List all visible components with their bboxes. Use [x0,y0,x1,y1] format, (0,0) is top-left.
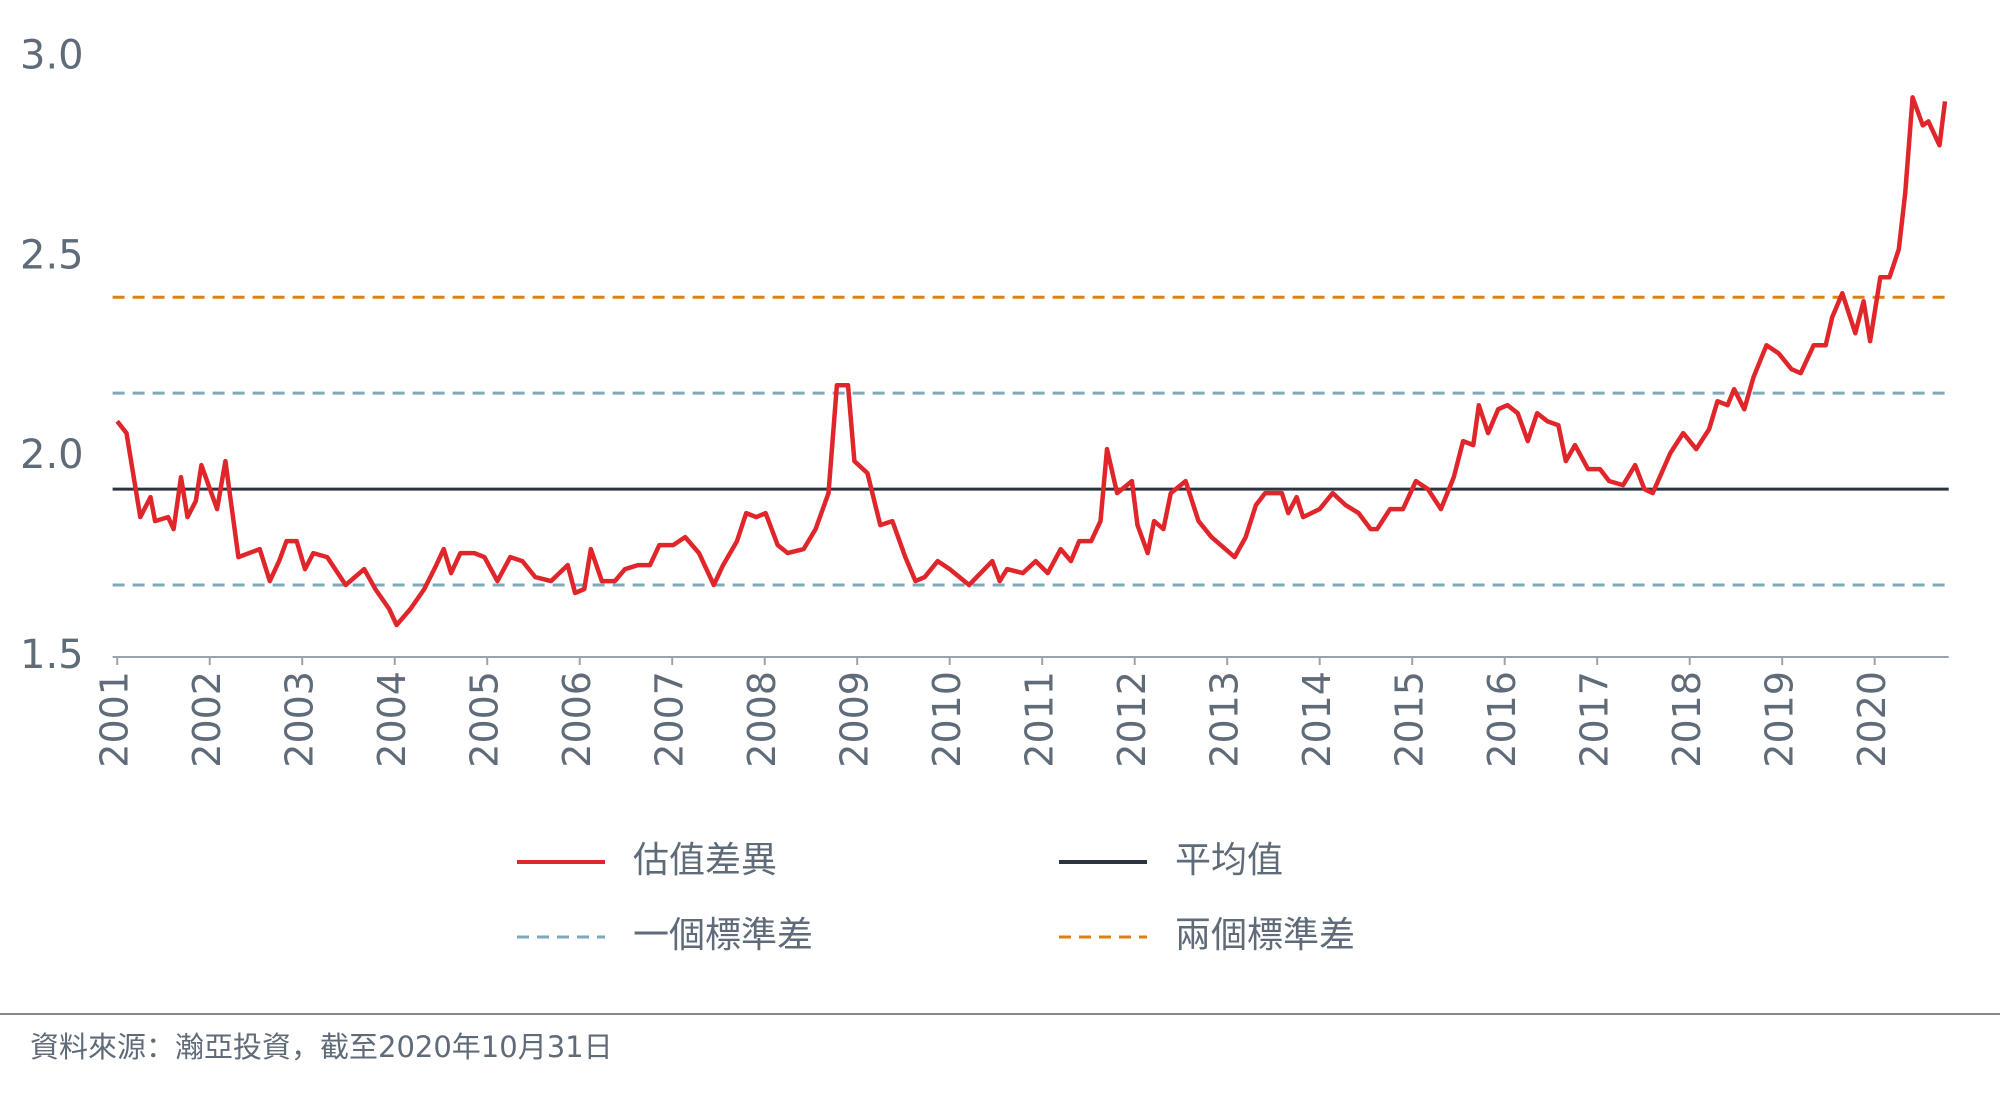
y-tick-label: 1.5 [20,632,84,678]
x-tick-label: 2008 [740,671,784,768]
x-tick-label: 2003 [278,671,322,768]
y-tick-label: 2.0 [20,432,84,478]
x-tick-label: 2001 [93,671,137,768]
source-note: 資料來源：瀚亞投資，截至2020年10月31日 [30,1030,613,1064]
x-tick-label: 2014 [1295,671,1339,768]
x-tick-label: 2012 [1110,671,1154,768]
x-tick-label: 2018 [1665,671,1709,768]
y-tick-label: 3.0 [20,32,84,78]
x-tick-label: 2013 [1203,671,1247,768]
x-tick-label: 2009 [833,671,877,768]
x-tick-label: 2020 [1850,671,1894,768]
x-tick-label: 2017 [1573,671,1617,768]
x-tick-label: 2005 [463,671,507,768]
legend-label: 平均值 [1175,840,1283,881]
x-tick-label: 2010 [925,671,969,768]
x-tick-label: 2004 [370,671,414,768]
x-tick-label: 2016 [1480,671,1524,768]
x-tick-label: 2006 [555,671,599,768]
x-tick-label: 2007 [648,671,692,768]
legend-label: 兩個標準差 [1175,915,1355,956]
x-tick-label: 2011 [1018,671,1062,768]
x-tick-label: 2015 [1388,671,1432,768]
x-tick-label: 2002 [185,671,229,768]
legend-label: 一個標準差 [633,915,813,956]
legend-label: 估值差異 [633,840,777,881]
data-line [115,95,1948,628]
y-tick-label: 2.5 [20,232,84,278]
x-tick-label: 2019 [1758,671,1802,768]
